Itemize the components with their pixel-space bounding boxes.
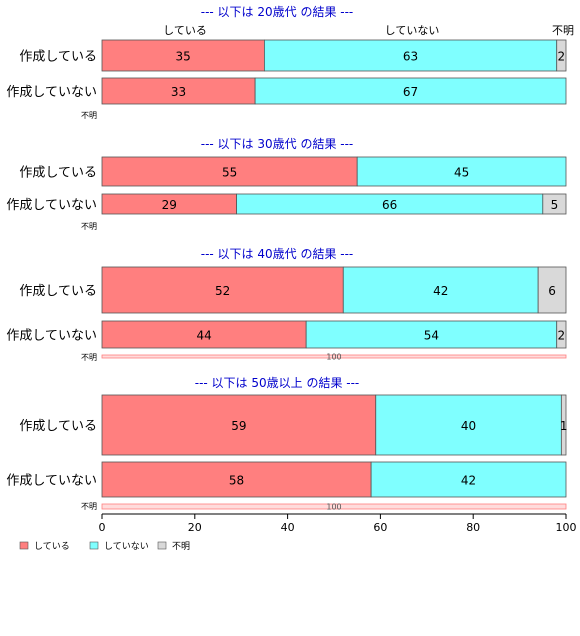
bar-segment: [101, 394, 377, 456]
row-label: 作成していない: [6, 198, 97, 213]
row-label: 作成していない: [6, 474, 97, 489]
bar-segment: [101, 320, 307, 349]
panel-title: --- 以下は 20歳代 の結果 ---: [201, 5, 354, 19]
header-label: 不明: [552, 24, 574, 37]
bar-segment: [542, 193, 567, 215]
data-label: 2: [558, 329, 566, 343]
data-label: 29: [162, 198, 177, 212]
x-tick-label: 20: [188, 521, 202, 534]
bar-segment: [101, 503, 567, 510]
x-tick-label: 100: [556, 521, 577, 534]
data-label: 6: [548, 284, 556, 298]
data-label: 1: [560, 419, 568, 433]
data-label: 5: [551, 198, 559, 212]
x-tick-label: 80: [466, 521, 480, 534]
x-tick-label: 40: [281, 521, 295, 534]
row-label: 不明: [81, 111, 97, 120]
row-label: 作成していない: [6, 329, 97, 344]
panel-title: --- 以下は 50歳以上 の結果 ---: [195, 376, 360, 390]
bar-segment: [101, 461, 372, 498]
legend-label: している: [34, 541, 70, 552]
legend-label: 不明: [172, 541, 190, 552]
bar-segment: [537, 266, 567, 314]
bar-segment: [375, 394, 562, 456]
legend-swatch: [89, 541, 99, 550]
bar-segment: [101, 266, 344, 314]
data-label: 35: [176, 50, 191, 64]
data-label: 55: [222, 166, 237, 180]
bar-segment: [556, 39, 567, 72]
data-label: 54: [424, 329, 439, 343]
header-label: している: [163, 24, 207, 37]
bar-segment: [101, 39, 265, 72]
header-label: していない: [385, 24, 440, 37]
data-label: 40: [461, 419, 476, 433]
data-label: 2: [558, 50, 566, 64]
row-label: 作成している: [19, 419, 97, 434]
row-label: 作成している: [19, 50, 97, 65]
legend-label: していない: [104, 541, 149, 552]
x-tick-label: 60: [373, 521, 387, 534]
data-label: 100: [326, 503, 341, 512]
panel-title: --- 以下は 40歳代 の結果 ---: [201, 247, 354, 261]
row-label: 不明: [81, 502, 97, 511]
bar-segment: [263, 39, 558, 72]
data-label: 63: [403, 50, 418, 64]
bar-segment: [101, 156, 358, 187]
row-label: 不明: [81, 222, 97, 231]
row-label: 作成している: [19, 284, 97, 299]
legend-swatch: [19, 541, 29, 550]
data-label: 67: [403, 85, 418, 99]
data-label: 52: [215, 284, 230, 298]
bar-segment: [305, 320, 558, 349]
legend-swatch: [157, 541, 167, 550]
panel-title: --- 以下は 30歳代 の結果 ---: [201, 137, 354, 151]
x-tick-label: 0: [99, 521, 106, 534]
bar-segment: [101, 354, 567, 359]
bar-segment: [556, 320, 567, 349]
data-label: 59: [231, 419, 246, 433]
bar-segment: [254, 77, 567, 105]
data-label: 42: [461, 474, 476, 488]
data-label: 44: [196, 329, 211, 343]
data-label: 66: [382, 198, 397, 212]
data-label: 58: [229, 474, 244, 488]
bar-segment: [342, 266, 539, 314]
bar-segment: [356, 156, 567, 187]
data-label: 100: [326, 353, 341, 362]
bar-segment: [370, 461, 567, 498]
data-label: 45: [454, 166, 469, 180]
data-label: 33: [171, 85, 186, 99]
data-label: 42: [433, 284, 448, 298]
row-label: 不明: [81, 353, 97, 362]
bar-segment: [560, 394, 567, 456]
row-label: 作成していない: [6, 85, 97, 100]
row-label: 作成している: [19, 166, 97, 181]
